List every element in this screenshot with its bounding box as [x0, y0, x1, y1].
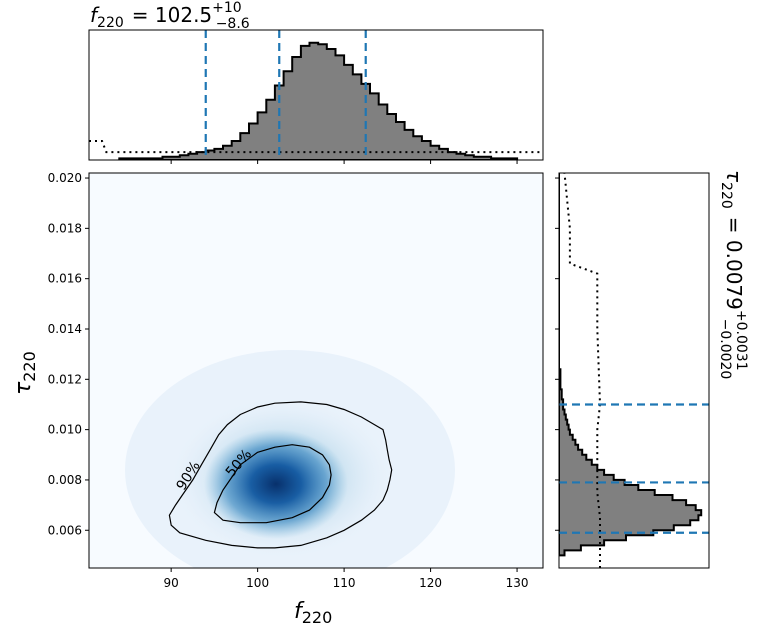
y-tick-label: 0.012 — [48, 372, 82, 386]
joint-x-ticks: 90 100 110 120 130 — [164, 568, 529, 590]
y-tick-label: 0.014 — [48, 322, 82, 336]
right-title-upper: +0.0031 — [733, 310, 749, 371]
y-axis-label-sub: 220 — [20, 351, 39, 382]
x-tick-label: 120 — [419, 576, 442, 590]
density-core — [204, 429, 348, 539]
x-tick-label: 100 — [246, 576, 269, 590]
right-title-lower: −0.0020 — [717, 319, 733, 380]
x-axis-label-sub: 220 — [302, 608, 333, 627]
y-tick-label: 0.010 — [48, 423, 82, 437]
top-panel-frame — [88, 29, 544, 161]
x-tick-label: 90 — [164, 576, 179, 590]
top-histogram — [118, 41, 519, 160]
x-tick-label: 130 — [506, 576, 529, 590]
right-title-value: = 0.0079 — [722, 217, 746, 310]
y-axis-label: τ220 — [11, 351, 39, 395]
y-tick-label: 0.020 — [48, 171, 82, 185]
right-title-symbol: τ — [722, 170, 746, 183]
top-x-ticks — [170, 160, 518, 164]
y-tick-label: 0.006 — [48, 523, 82, 537]
right-quantile-lines — [559, 403, 709, 534]
y-tick-label: 0.018 — [48, 221, 82, 235]
contour-50 — [213, 444, 332, 524]
top-quantile-lines — [204, 30, 367, 160]
x-tick-label: 110 — [333, 576, 356, 590]
right-marginal-panel: τ220 = 0.0079+0.0031−0.0020 — [555, 170, 749, 569]
top-title-sub: 220 — [97, 15, 124, 31]
y-tick-label: 0.008 — [48, 473, 82, 487]
right-panel-frame — [558, 172, 710, 569]
joint-frame — [88, 172, 544, 569]
y-axis-label-symbol: τ — [11, 381, 36, 395]
x-axis-label: f220 — [294, 599, 332, 627]
right-histogram — [559, 173, 703, 557]
top-marginal-panel: f220 = 102.5+10 −8.6 — [88, 0, 544, 164]
top-title-lower: −8.6 — [216, 16, 250, 32]
right-title: τ220 = 0.0079+0.0031−0.0020 — [717, 170, 749, 379]
top-title-symbol: f — [90, 3, 100, 27]
x-axis-label-symbol: f — [294, 599, 305, 624]
y-tick-label: 0.016 — [48, 272, 82, 286]
right-title-sub: 220 — [718, 182, 734, 209]
contour-90 — [168, 401, 393, 549]
top-prior-curve — [89, 140, 543, 154]
joint-y-ticks: 0.006 0.008 0.010 0.012 0.014 0.016 0.018 0.020 — [48, 171, 89, 537]
top-title-value: = 102.5 — [132, 3, 212, 27]
joint-panel: 90 100 110 120 130 0.006 0.008 0.010 0.012 0.014… — [11, 171, 544, 627]
right-y-ticks — [555, 177, 559, 531]
top-title: f220 = 102.5+10 −8.6 — [90, 0, 250, 32]
top-title-upper: +10 — [212, 0, 242, 16]
